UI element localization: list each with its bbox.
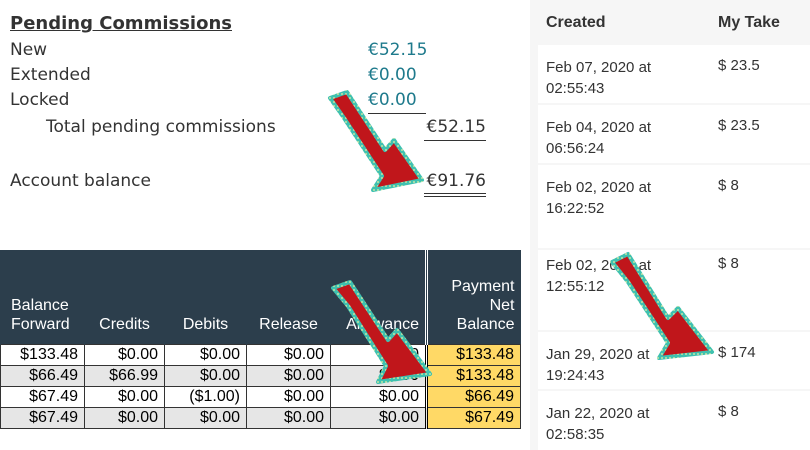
pending-extended-label: Extended bbox=[10, 65, 91, 85]
history-row: Feb 07, 2020 at 02:55:43 $ 23.5 bbox=[538, 45, 810, 103]
history-row: Feb 02, 2020 at 16:22:52 $ 8 bbox=[538, 165, 810, 248]
account-balance-value: €91.76 bbox=[426, 171, 486, 191]
account-balance-label: Account balance bbox=[10, 171, 151, 191]
history-created: Jan 29, 2020 at 19:24:43 bbox=[546, 346, 650, 384]
ledger-cell: $0.00 bbox=[330, 407, 427, 429]
ledger-cell: $133.48 bbox=[0, 344, 85, 366]
take-column-header: My Take bbox=[718, 14, 780, 31]
pending-new-label: New bbox=[10, 40, 48, 60]
ledger-row: $67.49 $0.00 $0.00 $0.00 $0.00 $67.49 bbox=[0, 407, 521, 429]
history-row: Feb 04, 2020 at 06:56:24 $ 23.5 bbox=[538, 105, 810, 163]
ledger-cell: $67.49 bbox=[0, 407, 85, 429]
ledger-cell: $66.49 bbox=[0, 365, 85, 387]
ledger-cell-payment: $67.49 bbox=[425, 407, 521, 429]
debits-header: Debits bbox=[164, 250, 247, 345]
ledger-cell: $0.00 bbox=[246, 407, 331, 429]
pending-commissions-panel: Pending Commissions New €52.15 Extended … bbox=[0, 0, 530, 240]
history-created: Feb 02, 2020 at 16:22:52 bbox=[546, 179, 652, 217]
ledger-cell-payment: $133.48 bbox=[425, 344, 521, 366]
red-arrow bbox=[610, 252, 714, 360]
history-take: $ 23.5 bbox=[718, 57, 760, 74]
total-pending-label: Total pending commissions bbox=[46, 117, 276, 137]
commission-history-panel: Created My Take Feb 07, 2020 at 02:55:43… bbox=[530, 0, 810, 450]
history-created: Jan 22, 2020 at 02:58:35 bbox=[546, 405, 650, 443]
pending-new-value: €52.15 bbox=[368, 40, 428, 60]
balance-forward-header: Balance Forward bbox=[0, 250, 85, 345]
pending-commissions-title: Pending Commissions bbox=[10, 13, 232, 34]
created-column-header: Created bbox=[546, 14, 606, 31]
red-arrow bbox=[328, 90, 424, 192]
history-take: $ 174 bbox=[718, 344, 756, 361]
history-take: $ 23.5 bbox=[718, 117, 760, 134]
pending-extended-value: €0.00 bbox=[368, 65, 417, 85]
history-created: Feb 07, 2020 at 02:55:43 bbox=[546, 59, 652, 97]
balance-double-underline-top bbox=[424, 193, 486, 194]
balance-double-underline-bottom bbox=[424, 196, 486, 197]
pending-locked-label: Locked bbox=[10, 90, 70, 110]
ledger-cell: $0.00 bbox=[84, 386, 165, 408]
total-underline bbox=[424, 140, 486, 141]
locked-underline bbox=[368, 113, 426, 114]
history-row: Jan 22, 2020 at 02:58:35 $ 8 bbox=[538, 391, 810, 450]
ledger-cell: $0.00 bbox=[84, 407, 165, 429]
history-take: $ 8 bbox=[718, 403, 739, 420]
credits-header: Credits bbox=[84, 250, 165, 345]
total-pending-value: €52.15 bbox=[426, 117, 486, 137]
release-header: Release bbox=[246, 250, 331, 345]
ledger-cell: $66.99 bbox=[84, 365, 165, 387]
red-arrow bbox=[331, 280, 432, 384]
pending-locked-value: €0.00 bbox=[368, 90, 417, 110]
payment-net-balance-header: Payment Net Balance bbox=[425, 250, 521, 345]
history-take: $ 8 bbox=[718, 255, 739, 272]
ledger-cell: $0.00 bbox=[164, 407, 247, 429]
history-created: Feb 04, 2020 at 06:56:24 bbox=[546, 119, 652, 157]
history-take: $ 8 bbox=[718, 177, 739, 194]
ledger-cell: $0.00 bbox=[164, 365, 247, 387]
